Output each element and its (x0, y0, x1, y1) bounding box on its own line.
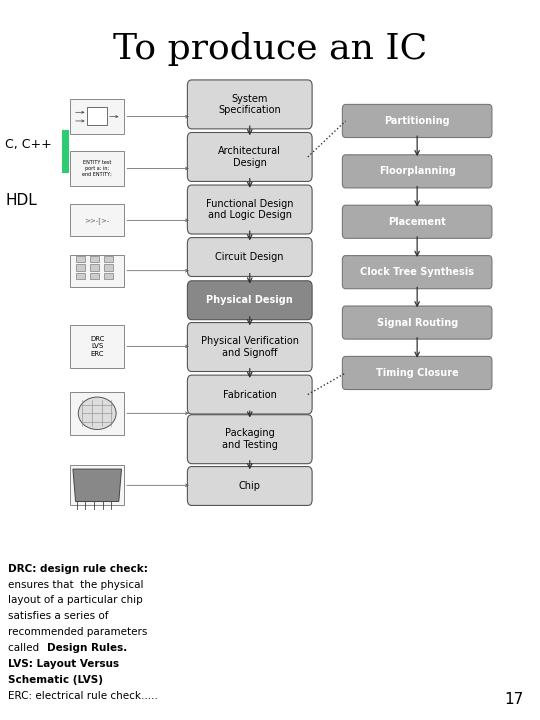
Text: port a: in;: port a: in; (85, 166, 109, 171)
Bar (104, 264, 113, 271)
Bar (87, 107, 107, 125)
FancyBboxPatch shape (342, 205, 492, 238)
Text: Placement: Placement (388, 217, 446, 227)
Text: Chip: Chip (239, 481, 261, 491)
Bar (76, 264, 85, 271)
Text: LVS: LVS (91, 343, 103, 349)
Bar (104, 256, 113, 262)
Bar (90, 256, 99, 262)
Text: ERC: ERC (91, 351, 104, 356)
Text: Timing Closure: Timing Closure (376, 368, 458, 378)
Text: >>-[>-: >>-[>- (85, 217, 110, 224)
FancyBboxPatch shape (187, 132, 312, 181)
Text: Fabrication: Fabrication (223, 390, 276, 400)
Bar (70, 99, 124, 134)
Bar (62, 130, 69, 173)
Text: recommended parameters: recommended parameters (8, 627, 147, 637)
Text: Schematic (LVS): Schematic (LVS) (8, 675, 103, 685)
Text: LVS: Layout Versus: LVS: Layout Versus (8, 659, 119, 669)
Text: ERC: electrical rule check.....: ERC: electrical rule check..... (8, 690, 158, 701)
Text: layout of a particular chip: layout of a particular chip (8, 595, 143, 606)
FancyBboxPatch shape (187, 415, 312, 464)
FancyBboxPatch shape (342, 256, 492, 289)
FancyBboxPatch shape (342, 306, 492, 339)
Bar (70, 325, 124, 368)
FancyBboxPatch shape (187, 467, 312, 505)
Text: DRC: DRC (90, 336, 104, 342)
Text: end ENTITY;: end ENTITY; (82, 172, 112, 176)
Bar (70, 204, 124, 236)
Bar (76, 273, 85, 279)
Bar (70, 392, 124, 435)
Bar (70, 255, 124, 287)
Text: Signal Routing: Signal Routing (376, 318, 458, 328)
FancyBboxPatch shape (187, 323, 312, 372)
Text: C, C++: C, C++ (5, 138, 52, 150)
FancyBboxPatch shape (187, 80, 312, 129)
FancyBboxPatch shape (342, 356, 492, 390)
Bar (90, 273, 99, 279)
Text: Circuit Design: Circuit Design (215, 252, 284, 262)
FancyBboxPatch shape (342, 104, 492, 138)
Text: Floorplanning: Floorplanning (379, 166, 456, 176)
Text: 17: 17 (504, 692, 524, 707)
Bar (76, 256, 85, 262)
Text: Functional Design
and Logic Design: Functional Design and Logic Design (206, 199, 294, 220)
Text: Packaging
and Testing: Packaging and Testing (222, 428, 278, 450)
Text: DRC: design rule check:: DRC: design rule check: (8, 564, 148, 574)
Text: ensures that  the physical: ensures that the physical (8, 580, 144, 590)
Text: satisfies a series of: satisfies a series of (8, 611, 109, 621)
Bar (70, 466, 124, 505)
FancyBboxPatch shape (187, 185, 312, 234)
FancyBboxPatch shape (187, 238, 312, 276)
Bar (70, 151, 124, 186)
Text: Architectural
Design: Architectural Design (218, 146, 281, 168)
Polygon shape (73, 469, 122, 502)
FancyBboxPatch shape (342, 155, 492, 188)
Text: Clock Tree Synthesis: Clock Tree Synthesis (360, 267, 474, 277)
Bar (104, 273, 113, 279)
Text: Partitioning: Partitioning (384, 116, 450, 126)
FancyBboxPatch shape (187, 375, 312, 414)
Text: HDL: HDL (5, 193, 37, 207)
Text: Design Rules.: Design Rules. (47, 643, 127, 653)
Text: To produce an IC: To produce an IC (113, 32, 427, 66)
Ellipse shape (78, 397, 116, 429)
Text: Physical Design: Physical Design (206, 295, 293, 305)
Text: System
Specification: System Specification (218, 94, 281, 115)
FancyBboxPatch shape (187, 281, 312, 320)
Text: ENTITY test: ENTITY test (83, 161, 111, 165)
Bar (90, 264, 99, 271)
Text: called: called (8, 643, 43, 653)
Text: Physical Verification
and Signoff: Physical Verification and Signoff (201, 336, 299, 358)
